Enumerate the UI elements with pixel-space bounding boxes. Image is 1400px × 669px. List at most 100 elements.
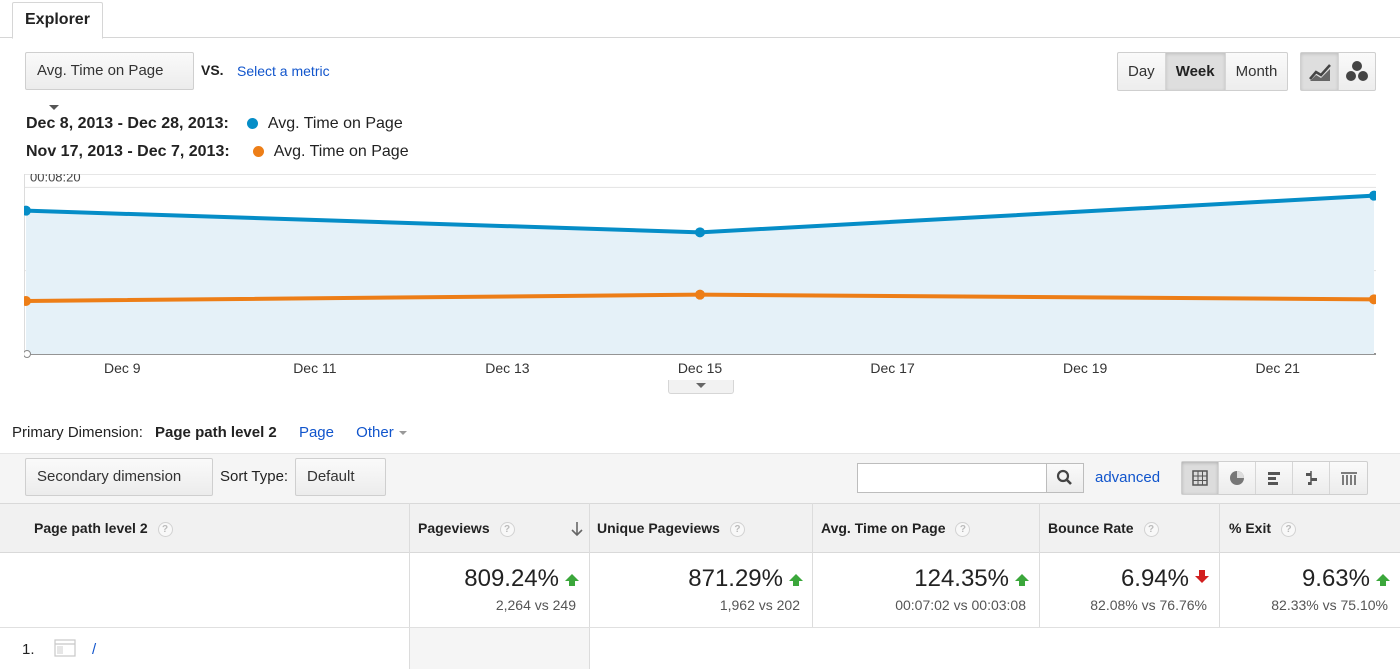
series-area-fill <box>26 195 1374 354</box>
table-toolbar <box>0 453 1400 503</box>
col-label: Avg. Time on Page <box>821 520 946 536</box>
page-icon[interactable] <box>54 639 76 657</box>
col-label: Bounce Rate <box>1048 520 1134 536</box>
col-header-exit[interactable]: % Exit? <box>1229 504 1297 552</box>
x-tick-label: Dec 13 <box>485 360 530 376</box>
search-button[interactable] <box>1046 463 1084 493</box>
help-icon[interactable]: ? <box>1143 522 1159 537</box>
legend-previous-dates: Nov 17, 2013 - Dec 7, 2013: <box>26 143 230 160</box>
advanced-filter-link[interactable]: advanced <box>1095 469 1161 486</box>
chart-type-switcher <box>1300 52 1376 91</box>
column-divider <box>409 503 410 669</box>
view-data-table[interactable] <box>1182 462 1219 494</box>
view-comparison[interactable] <box>1293 462 1330 494</box>
col-header-unique-pageviews[interactable]: Unique Pageviews? <box>597 504 745 552</box>
bubble-chart-icon <box>1346 61 1368 81</box>
table-header: Page path level 2? Pageviews? Unique Pag… <box>0 503 1400 553</box>
arrow-up-icon <box>1376 574 1390 586</box>
tab-explorer[interactable]: Explorer <box>12 2 103 39</box>
tab-strip: Explorer <box>0 0 1400 39</box>
metric-select[interactable]: Avg. Time on Page <box>25 52 194 110</box>
total-exit-compare: 82.33% vs 75.10% <box>1271 597 1388 613</box>
total-bounce-rate: 6.94% <box>1121 565 1209 593</box>
secondary-dimension-select[interactable]: Secondary dimension <box>25 458 213 516</box>
comparison-icon <box>1306 471 1317 485</box>
sort-type-label: Sort Type: <box>220 468 289 485</box>
help-icon[interactable]: ? <box>729 522 745 537</box>
column-divider <box>812 503 813 628</box>
primary-dimension-bar: Primary Dimension: Page path level 2 Pag… <box>12 424 407 441</box>
select-metric-link[interactable]: Select a metric <box>237 63 330 79</box>
total-exit: 9.63% <box>1302 565 1390 593</box>
period-month[interactable]: Month <box>1235 63 1278 80</box>
row-page-path-link[interactable]: / <box>92 641 97 658</box>
total-value: 809.24% <box>464 565 559 592</box>
sort-type-value: Default <box>307 468 355 485</box>
x-tick-label: Dec 9 <box>104 360 141 376</box>
total-unique-pageviews: 871.29% <box>688 565 803 593</box>
total-pageviews-compare: 2,264 vs 249 <box>495 597 576 613</box>
column-divider <box>1039 503 1040 628</box>
data-point <box>24 205 31 216</box>
col-header-avg-time[interactable]: Avg. Time on Page? <box>821 504 971 552</box>
search-icon <box>1056 469 1072 485</box>
y-tick-label: 00:08:20 <box>30 174 81 184</box>
total-unique-compare: 1,962 vs 202 <box>719 597 800 613</box>
table-search-input[interactable] <box>857 463 1047 493</box>
primary-dimension-active: Page path level 2 <box>155 424 277 441</box>
pivot-icon <box>1340 472 1357 485</box>
zero-marker <box>24 350 31 358</box>
vs-label: VS. <box>201 62 224 78</box>
legend-current-dot <box>246 118 258 129</box>
legend-previous-metric: Avg. Time on Page <box>273 143 409 160</box>
help-icon[interactable]: ? <box>499 522 515 537</box>
metric-select-label: Avg. Time on Page <box>37 62 164 79</box>
bar-list-icon <box>1268 472 1280 485</box>
table-view-switcher <box>1181 461 1368 495</box>
total-value: 9.63% <box>1301 565 1370 592</box>
help-icon[interactable]: ? <box>955 522 971 537</box>
help-icon[interactable]: ? <box>1281 522 1297 537</box>
sort-descending-icon[interactable] <box>570 521 584 537</box>
row-divider <box>0 627 1400 628</box>
dimension-other-link[interactable]: Other <box>356 424 407 441</box>
col-label: % Exit <box>1229 520 1272 536</box>
total-bounce-compare: 82.08% vs 76.76% <box>1090 597 1207 613</box>
total-avg-time-compare: 00:07:02 vs 00:03:08 <box>895 597 1026 613</box>
chevron-down-icon <box>696 383 706 388</box>
view-percentage[interactable] <box>1219 462 1256 494</box>
total-value: 6.94% <box>1120 565 1189 592</box>
primary-dimension-label: Primary Dimension: <box>12 424 143 441</box>
total-value: 124.35% <box>914 565 1009 592</box>
chevron-down-icon <box>398 431 407 436</box>
period-switcher: Day Week Month <box>1117 52 1289 91</box>
col-header-pageviews[interactable]: Pageviews? <box>418 504 515 552</box>
x-tick-label: Dec 21 <box>1256 360 1301 376</box>
period-week[interactable]: Week <box>1165 53 1226 90</box>
chevron-down-icon <box>49 104 59 110</box>
col-header-bounce-rate[interactable]: Bounce Rate? <box>1048 504 1159 552</box>
legend-current-dates: Dec 8, 2013 - Dec 28, 2013: <box>26 115 229 132</box>
legend-current: Dec 8, 2013 - Dec 28, 2013: Avg. Time on … <box>26 114 403 134</box>
data-point <box>1369 190 1376 201</box>
legend-previous: Nov 17, 2013 - Dec 7, 2013: Avg. Time on … <box>26 142 409 162</box>
period-day[interactable]: Day <box>1118 53 1166 90</box>
arrow-down-icon <box>1195 570 1209 583</box>
line-chart-icon <box>1309 64 1331 81</box>
secondary-dimension-label: Secondary dimension <box>37 468 182 485</box>
motion-chart-toggle[interactable] <box>1339 53 1375 90</box>
line-chart-toggle[interactable] <box>1301 53 1339 90</box>
sort-type-select[interactable]: Default <box>295 458 386 516</box>
dimension-other-label: Other <box>356 424 394 441</box>
help-icon[interactable]: ? <box>157 522 173 537</box>
pie-chart-icon <box>1230 471 1244 485</box>
col-header-page-path[interactable]: Page path level 2? <box>34 504 173 552</box>
x-tick-label: Dec 19 <box>1063 360 1108 376</box>
data-point <box>24 296 31 306</box>
view-pivot[interactable] <box>1330 462 1367 494</box>
dimension-page-link[interactable]: Page <box>298 424 334 441</box>
x-tick-label: Dec 15 <box>678 360 723 376</box>
collapse-chart-toggle[interactable] <box>668 380 734 394</box>
view-performance[interactable] <box>1256 462 1293 494</box>
